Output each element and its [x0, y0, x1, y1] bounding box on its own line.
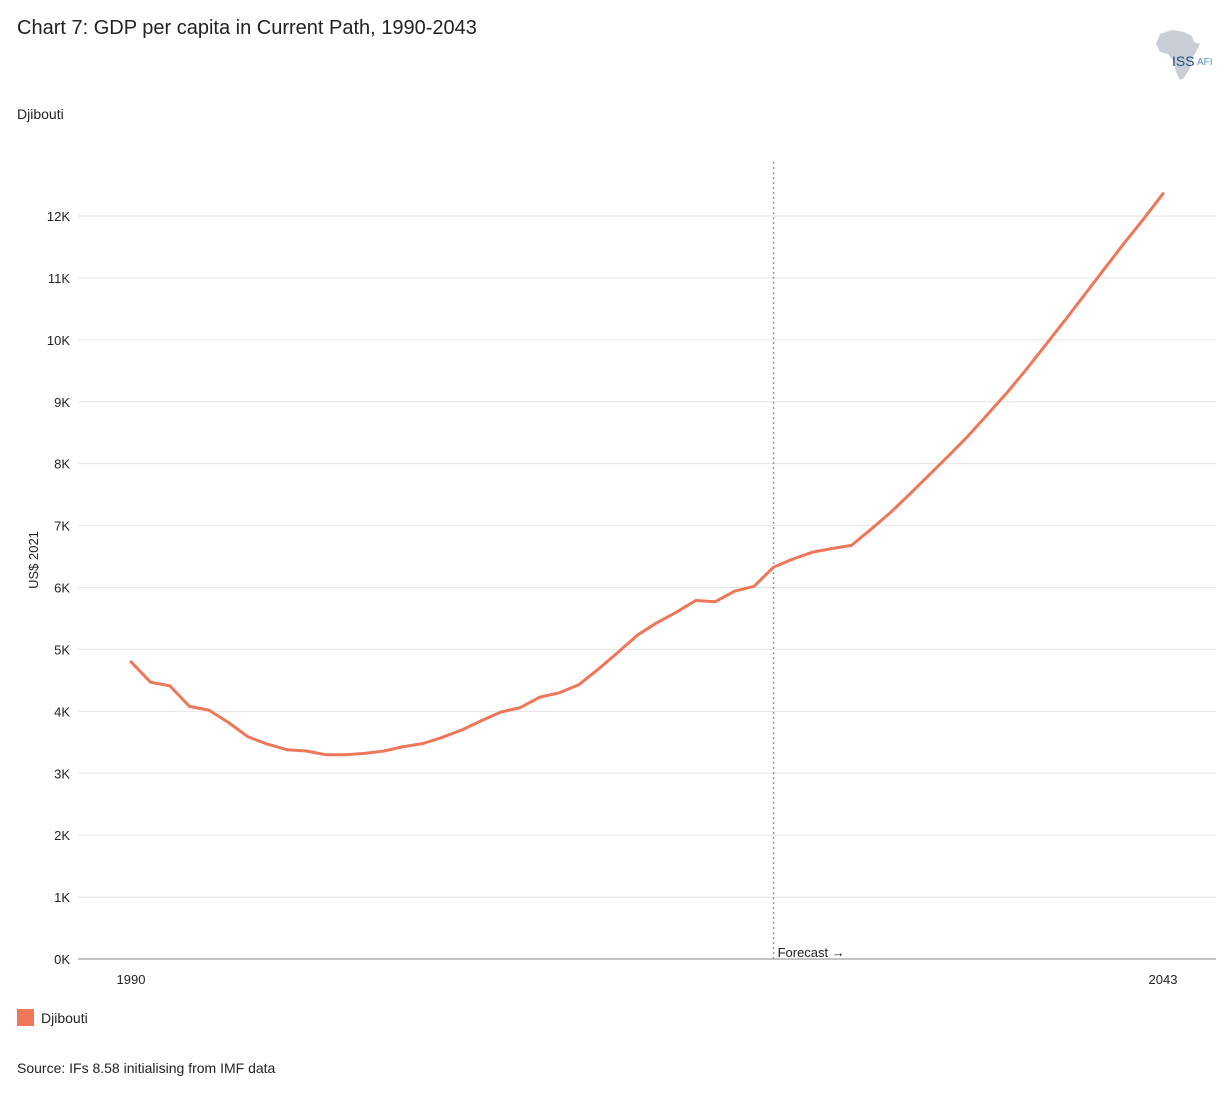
- data-point: [636, 634, 639, 637]
- data-point: [305, 749, 308, 752]
- data-point: [188, 705, 191, 708]
- y-axis-ticks: 0K 1K 2K 3K 4K 5K 6K 7K 8K 9K 10K 11K 12K: [47, 209, 70, 967]
- data-point: [168, 684, 171, 687]
- data-point: [499, 710, 502, 713]
- chart-subtitle: Djibouti: [17, 106, 64, 122]
- y-axis-label: US$ 2021: [26, 531, 41, 589]
- africa-map-icon: ISS AFI: [1156, 30, 1213, 80]
- data-point: [1103, 267, 1106, 270]
- data-point: [928, 473, 931, 476]
- data-point: [383, 749, 386, 752]
- y-tick-label: 5K: [54, 642, 70, 657]
- y-tick-label: 6K: [54, 581, 70, 596]
- y-tick-label: 8K: [54, 457, 70, 472]
- data-point: [869, 528, 872, 531]
- data-point: [402, 745, 405, 748]
- gridlines: [78, 215, 1216, 898]
- data-point: [558, 691, 561, 694]
- data-point: [850, 544, 853, 547]
- y-tick-label: 7K: [54, 519, 70, 534]
- data-point: [753, 585, 756, 588]
- y-tick-label: 0K: [54, 952, 70, 967]
- y-tick-label: 11K: [48, 271, 70, 286]
- data-point: [811, 551, 814, 554]
- data-point: [519, 706, 522, 709]
- data-point: [538, 696, 541, 699]
- data-point: [1006, 391, 1009, 394]
- data-point: [675, 611, 678, 614]
- line-chart: 0K 1K 2K 3K 4K 5K 6K 7K 8K 9K 10K 11K 12K 1990 2043 F…: [26, 162, 1216, 987]
- data-point: [207, 709, 210, 712]
- chart-title: Chart 7: GDP per capita in Current Path,…: [17, 17, 477, 39]
- data-point: [655, 621, 658, 624]
- data-point: [908, 493, 911, 496]
- y-tick-label: 4K: [54, 704, 70, 719]
- data-point: [1142, 218, 1145, 221]
- data-point: [694, 599, 697, 602]
- data-point: [714, 600, 717, 603]
- data-point: [1084, 293, 1087, 296]
- data-point: [266, 743, 269, 746]
- series-points: [130, 192, 1165, 756]
- data-point: [616, 651, 619, 654]
- legend-label: Djibouti: [41, 1009, 88, 1026]
- data-point: [1025, 367, 1028, 370]
- data-point: [344, 753, 347, 756]
- data-point: [363, 752, 366, 755]
- data-point: [792, 558, 795, 561]
- data-point: [947, 454, 950, 457]
- data-point: [480, 719, 483, 722]
- x-axis-ticks: 1990 2043: [117, 972, 1178, 987]
- logo-sub-text: AFI: [1197, 57, 1213, 68]
- data-point: [1045, 343, 1048, 346]
- legend: Djibouti: [17, 1009, 88, 1026]
- data-point: [422, 742, 425, 745]
- data-point: [830, 547, 833, 550]
- data-point: [227, 721, 230, 724]
- data-point: [130, 660, 133, 663]
- data-point: [1064, 318, 1067, 321]
- data-point: [577, 683, 580, 686]
- data-point: [889, 511, 892, 514]
- data-point: [1123, 242, 1126, 245]
- x-tick-label: 1990: [117, 972, 146, 987]
- data-point: [986, 413, 989, 416]
- series-line-djibouti: [129, 192, 1165, 757]
- data-point: [441, 736, 444, 739]
- data-point: [461, 728, 464, 731]
- logo-main-text: ISS: [1172, 53, 1195, 69]
- data-point: [772, 566, 775, 569]
- data-point: [324, 753, 327, 756]
- y-tick-label: 2K: [54, 828, 70, 843]
- legend-swatch: [17, 1009, 34, 1026]
- data-point: [246, 735, 249, 738]
- iss-afi-logo: ISS AFI: [1152, 28, 1218, 82]
- source-note: Source: IFs 8.58 initialising from IMF d…: [17, 1060, 276, 1076]
- y-tick-label: 12K: [47, 209, 70, 224]
- y-tick-label: 9K: [54, 395, 70, 410]
- y-tick-label: 10K: [47, 333, 70, 348]
- data-point: [285, 748, 288, 751]
- data-point: [733, 590, 736, 593]
- forecast-label: Forecast →: [778, 945, 845, 960]
- data-point: [597, 668, 600, 671]
- data-point: [149, 681, 152, 684]
- data-point: [967, 434, 970, 437]
- y-tick-label: 3K: [54, 766, 70, 781]
- x-tick-label: 2043: [1149, 972, 1178, 987]
- data-point: [1162, 192, 1165, 195]
- y-tick-label: 1K: [54, 890, 70, 905]
